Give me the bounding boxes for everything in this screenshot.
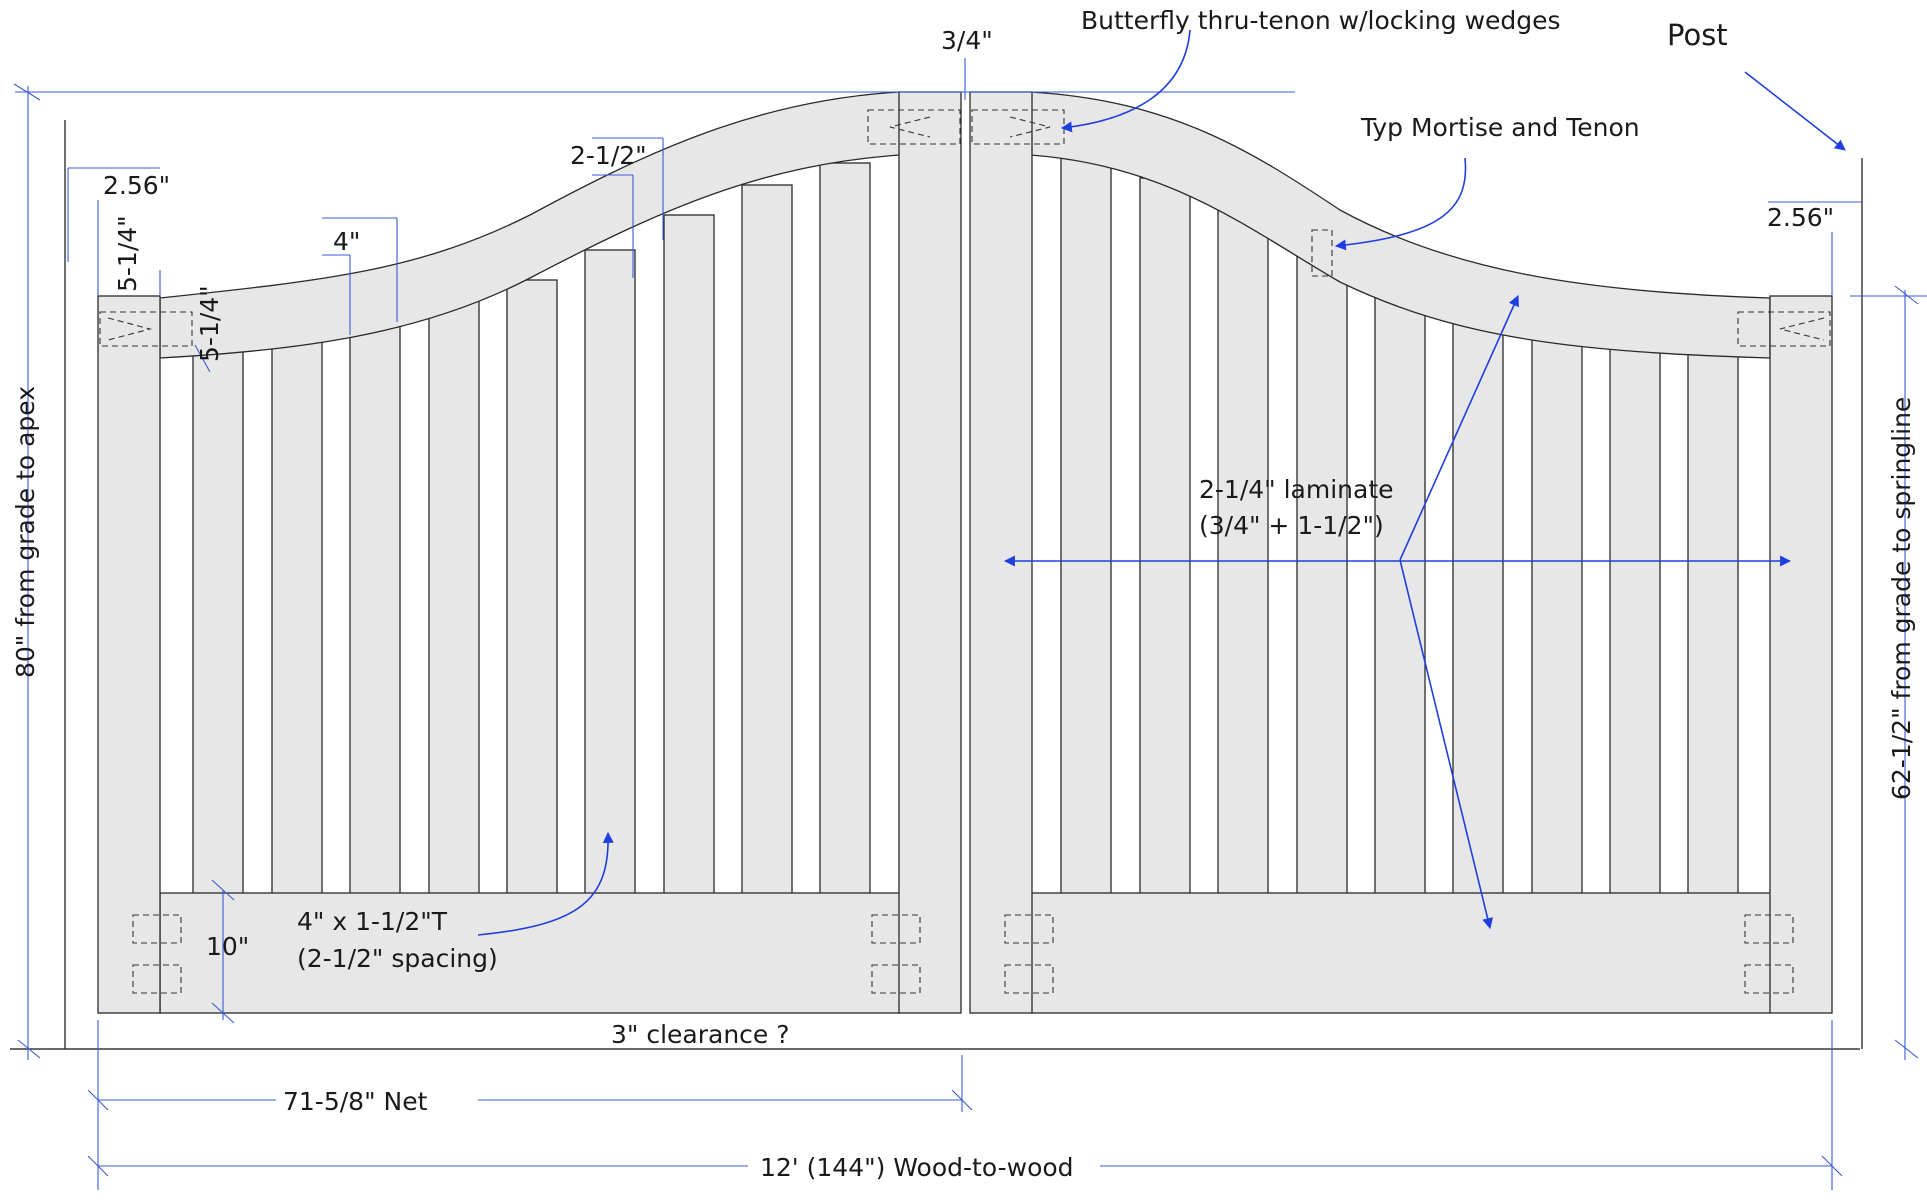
laminate-label-2: (3/4" + 1-1/2") — [1199, 511, 1384, 540]
mortise-label: Typ Mortise and Tenon — [1360, 113, 1640, 142]
right-bottom-rail — [1030, 892, 1772, 1014]
top-gap-label: 3/4" — [941, 26, 993, 55]
rail-width-label: 2-1/2" — [570, 141, 647, 170]
right-gate-leaf — [969, 91, 1833, 1014]
labels: 3/4" Butterfly thru-tenon w/locking wedg… — [11, 6, 1916, 1182]
dimension-lines — [13, 58, 1927, 1190]
picket-label-2: (2-1/2" spacing) — [297, 944, 498, 973]
left-gate-leaf — [97, 91, 962, 1014]
right-inner-stile — [969, 91, 1033, 1014]
picket-arrow — [477, 831, 614, 936]
left-bottom-rail — [159, 892, 901, 1014]
right-pickets — [1060, 157, 1739, 896]
tenon-label-a: 5-1/4" — [113, 215, 142, 292]
butterfly-arrow — [1060, 29, 1191, 133]
tenon-label-b: 5-1/4" — [195, 285, 224, 362]
left-stile-width-label: 2.56" — [103, 171, 170, 200]
leader-arrows — [477, 29, 1846, 936]
post-arrow — [1744, 71, 1846, 151]
picket-label-1: 4" x 1-1/2"T — [297, 907, 448, 936]
mortise-arrow — [1334, 157, 1467, 251]
overall-width-label: 12' (144") Wood-to-wood — [760, 1153, 1074, 1182]
right-stile-width-label: 2.56" — [1767, 203, 1834, 232]
net-width-label: 71-5/8" Net — [283, 1087, 428, 1116]
left-outer-stile — [97, 295, 161, 1014]
clearance-label: 3" clearance ? — [611, 1020, 790, 1049]
left-inner-stile — [898, 91, 962, 1014]
springline-height-label: 62-1/2" from grade to springline — [1887, 397, 1916, 800]
post-label: Post — [1667, 18, 1728, 52]
left-top-tenon — [99, 311, 193, 347]
picket-width-top-label: 4" — [333, 227, 360, 256]
right-outer-stile — [1769, 295, 1833, 1014]
laminate-label-1: 2-1/4" laminate — [1199, 475, 1394, 504]
apex-height-label: 80" from grade to apex — [11, 386, 40, 678]
butterfly-label: Butterfly thru-tenon w/locking wedges — [1081, 6, 1561, 35]
typ-mortise — [1311, 229, 1333, 277]
bottom-rail-label: 10" — [206, 932, 249, 961]
left-pickets — [192, 162, 871, 896]
